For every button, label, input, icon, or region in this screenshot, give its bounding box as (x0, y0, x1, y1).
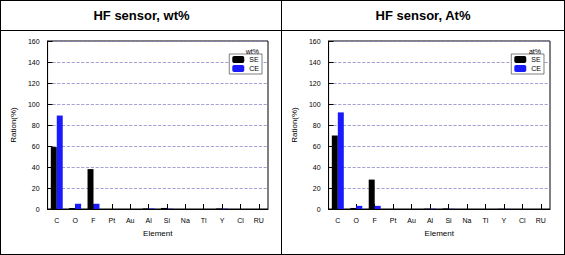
svg-text:40: 40 (32, 164, 40, 171)
svg-text:RU: RU (536, 217, 546, 224)
svg-text:Si: Si (164, 217, 171, 224)
svg-text:RU: RU (254, 217, 264, 224)
svg-text:Element: Element (143, 229, 173, 238)
svg-text:CE: CE (531, 65, 541, 72)
svg-text:O: O (354, 217, 360, 224)
svg-text:Element: Element (425, 229, 455, 238)
svg-text:80: 80 (313, 122, 321, 129)
html-text:HF sensor, wt%: HF sensor, wt% (93, 8, 190, 23)
svg-text:60: 60 (32, 143, 40, 150)
svg-text:160: 160 (28, 38, 40, 45)
svg-text:Si: Si (445, 217, 452, 224)
svg-text:Cl: Cl (237, 217, 244, 224)
svg-text:0: 0 (317, 206, 321, 213)
svg-text:C: C (335, 217, 340, 224)
svg-text:SE: SE (531, 56, 541, 63)
svg-text:Y: Y (502, 217, 507, 224)
svg-text:20: 20 (32, 185, 40, 192)
svg-text:C: C (54, 217, 59, 224)
svg-text:160: 160 (309, 38, 321, 45)
svg-text:Al: Al (427, 217, 434, 224)
svg-text:Pt: Pt (390, 217, 397, 224)
svg-text:Cl: Cl (519, 217, 526, 224)
svg-text:CE: CE (249, 65, 259, 72)
svg-text:120: 120 (309, 80, 321, 87)
svg-text:F: F (91, 217, 95, 224)
svg-text:Au: Au (126, 217, 135, 224)
svg-text:0: 0 (36, 206, 40, 213)
svg-text:100: 100 (28, 101, 40, 108)
svg-text:Ration(%): Ration(%) (9, 107, 18, 143)
svg-text:at%: at% (529, 48, 541, 55)
svg-text:40: 40 (313, 164, 321, 171)
svg-text:O: O (72, 217, 78, 224)
svg-text:100: 100 (309, 101, 321, 108)
svg-text:120: 120 (28, 80, 40, 87)
svg-text:Pt: Pt (109, 217, 116, 224)
svg-text:F: F (373, 217, 377, 224)
svg-text:Na: Na (462, 217, 471, 224)
svg-text:Ration(%): Ration(%) (290, 107, 299, 143)
svg-text:Tl: Tl (201, 217, 207, 224)
svg-text:Na: Na (181, 217, 190, 224)
svg-text:wt%: wt% (245, 48, 259, 55)
svg-text:60: 60 (313, 143, 321, 150)
svg-text:SE: SE (249, 56, 259, 63)
svg-text:140: 140 (309, 59, 321, 66)
svg-text:80: 80 (32, 122, 40, 129)
svg-text:Al: Al (145, 217, 152, 224)
svg-text:20: 20 (313, 185, 321, 192)
svg-text:Au: Au (407, 217, 416, 224)
svg-text:Tl: Tl (482, 217, 488, 224)
svg-text:Y: Y (220, 217, 225, 224)
html-text:HF sensor, At%: HF sensor, At% (375, 8, 471, 23)
svg-text:140: 140 (28, 59, 40, 66)
